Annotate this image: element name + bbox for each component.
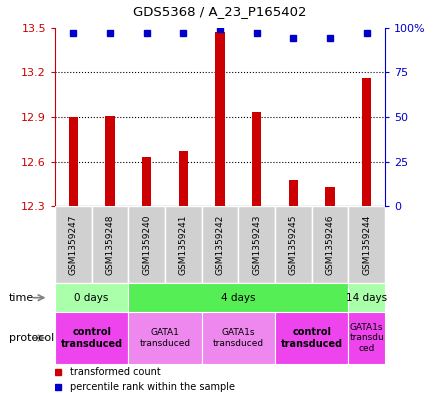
Bar <box>165 206 202 283</box>
Bar <box>55 206 92 283</box>
Bar <box>348 206 385 283</box>
Text: 0 days: 0 days <box>74 293 109 303</box>
Bar <box>252 112 261 206</box>
Text: GDS5368 / A_23_P165402: GDS5368 / A_23_P165402 <box>133 5 307 18</box>
Bar <box>238 206 275 283</box>
Text: GSM1359247: GSM1359247 <box>69 215 78 275</box>
Text: protocol: protocol <box>9 333 54 343</box>
Text: GSM1359241: GSM1359241 <box>179 215 188 275</box>
Text: transformed count: transformed count <box>70 367 161 377</box>
Bar <box>55 283 128 312</box>
Bar <box>55 312 128 364</box>
Bar <box>348 283 385 312</box>
Text: GSM1359244: GSM1359244 <box>362 215 371 275</box>
Text: 14 days: 14 days <box>346 293 387 303</box>
Bar <box>312 206 348 283</box>
Text: GATA1s
transdu
ced: GATA1s transdu ced <box>349 323 384 353</box>
Bar <box>92 206 128 283</box>
Bar <box>142 157 151 206</box>
Bar <box>128 312 202 364</box>
Text: percentile rank within the sample: percentile rank within the sample <box>70 382 235 391</box>
Bar <box>128 283 348 312</box>
Text: GSM1359243: GSM1359243 <box>252 215 261 275</box>
Bar <box>289 180 298 206</box>
Text: GSM1359246: GSM1359246 <box>326 215 334 275</box>
Bar <box>326 187 334 206</box>
Text: control
transduced: control transduced <box>61 327 123 349</box>
Text: time: time <box>9 293 34 303</box>
Bar <box>106 116 114 206</box>
Bar <box>275 206 312 283</box>
Bar <box>179 151 188 206</box>
Text: control
transduced: control transduced <box>281 327 343 349</box>
Text: GATA1
transduced: GATA1 transduced <box>139 328 191 348</box>
Text: GSM1359242: GSM1359242 <box>216 215 224 275</box>
Bar <box>348 312 385 364</box>
Text: 4 days: 4 days <box>221 293 256 303</box>
Bar <box>275 312 348 364</box>
Text: GATA1s
transduced: GATA1s transduced <box>213 328 264 348</box>
Bar <box>202 206 238 283</box>
Text: GSM1359245: GSM1359245 <box>289 215 298 275</box>
Text: GSM1359240: GSM1359240 <box>142 215 151 275</box>
Bar <box>202 312 275 364</box>
Text: GSM1359248: GSM1359248 <box>106 215 114 275</box>
Bar <box>69 117 78 206</box>
Bar <box>362 78 371 206</box>
Bar <box>216 32 224 206</box>
Bar <box>128 206 165 283</box>
